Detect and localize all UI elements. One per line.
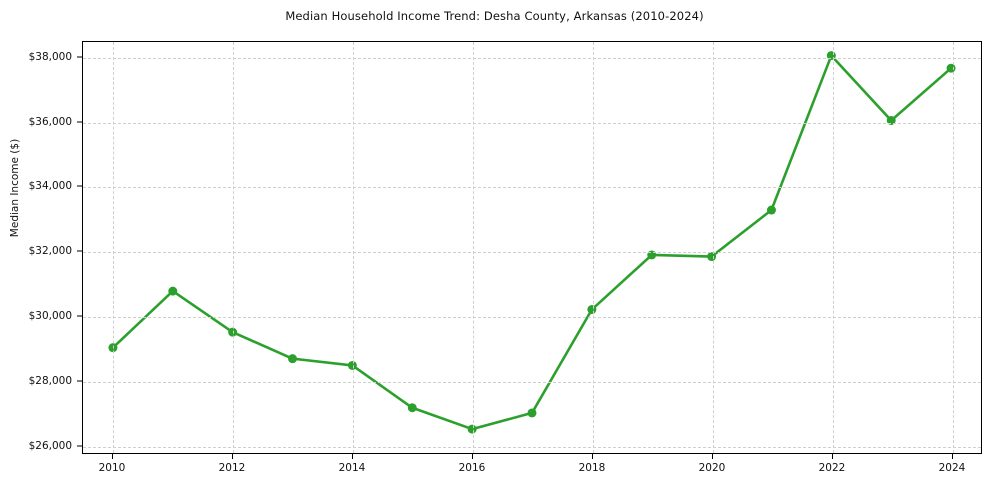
x-tick-label: 2022 <box>818 462 846 474</box>
y-tick-mark <box>77 121 82 123</box>
x-tick-mark <box>832 454 833 459</box>
y-tick-label: $28,000 <box>28 375 72 388</box>
data-point-marker <box>467 424 477 434</box>
data-point-marker <box>228 327 238 337</box>
x-tick-label: 2010 <box>98 462 126 474</box>
data-point-marker <box>288 354 298 364</box>
x-tick-mark <box>472 454 473 459</box>
data-point-marker <box>527 408 537 418</box>
y-tick-label: $26,000 <box>28 440 72 453</box>
x-tick-mark <box>712 454 713 459</box>
chart-title: Median Household Income Trend: Desha Cou… <box>285 9 704 23</box>
y-tick-label: $36,000 <box>28 115 72 128</box>
plot-area <box>82 41 982 454</box>
y-gridline <box>83 57 981 59</box>
y-tick-mark <box>77 315 82 317</box>
x-gridline <box>233 42 234 453</box>
x-tick-label: 2014 <box>338 462 366 474</box>
y-tick-label: $32,000 <box>28 245 72 258</box>
x-gridline <box>353 42 354 453</box>
data-point-marker <box>407 403 417 413</box>
x-tick-mark <box>232 454 233 459</box>
x-tick-mark <box>352 454 353 459</box>
x-gridline <box>113 42 114 453</box>
y-gridline <box>83 252 981 254</box>
x-gridline <box>953 42 954 453</box>
plot-inner <box>83 42 981 453</box>
line-series <box>108 51 956 434</box>
x-tick-label: 2016 <box>458 462 486 474</box>
x-tick-label: 2018 <box>578 462 606 474</box>
y-tick-mark <box>77 445 82 447</box>
data-point-marker <box>707 252 717 262</box>
y-tick-mark <box>77 56 82 58</box>
y-tick-label: $30,000 <box>28 310 72 323</box>
x-tick-mark <box>112 454 113 459</box>
x-tick-label: 2024 <box>938 462 966 474</box>
series-line <box>111 54 953 431</box>
x-tick-label: 2012 <box>218 462 246 474</box>
data-point-marker <box>826 51 836 61</box>
y-gridline <box>83 447 981 449</box>
data-point-marker <box>168 286 178 296</box>
x-gridline <box>473 42 474 453</box>
x-gridline <box>713 42 714 453</box>
x-gridline <box>833 42 834 453</box>
y-tick-mark <box>77 250 82 252</box>
x-gridline <box>593 42 594 453</box>
y-tick-label: $38,000 <box>28 50 72 63</box>
x-tick-mark <box>952 454 953 459</box>
y-gridline <box>83 122 981 124</box>
y-tick-mark <box>77 185 82 187</box>
x-tick-label: 2020 <box>698 462 726 474</box>
data-point-marker <box>587 305 597 315</box>
x-tick-mark <box>592 454 593 459</box>
data-point-marker <box>946 63 956 73</box>
data-point-marker <box>108 343 118 353</box>
data-point-marker <box>886 116 896 125</box>
y-tick-label: $34,000 <box>28 180 72 193</box>
y-gridline <box>83 187 981 189</box>
data-point-marker <box>347 360 357 370</box>
data-point-marker <box>766 205 776 215</box>
y-tick-mark <box>77 380 82 382</box>
y-gridline <box>83 317 981 319</box>
y-gridline <box>83 382 981 384</box>
